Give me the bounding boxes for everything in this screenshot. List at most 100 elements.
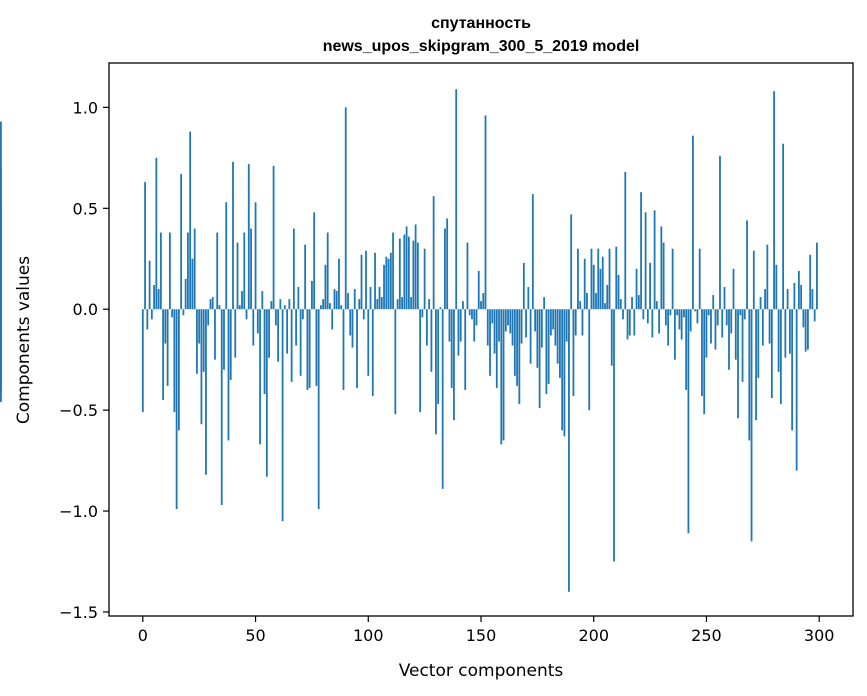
bar bbox=[286, 309, 289, 354]
bar bbox=[396, 299, 399, 310]
bar bbox=[655, 301, 658, 310]
bar bbox=[254, 202, 257, 310]
y-tick-label: −1.0 bbox=[59, 502, 98, 521]
bar bbox=[473, 309, 476, 342]
bar bbox=[347, 293, 349, 310]
bar bbox=[489, 309, 491, 376]
y-tick-label: −0.5 bbox=[59, 401, 98, 420]
bar bbox=[301, 309, 304, 320]
bar bbox=[689, 309, 692, 332]
bar bbox=[590, 248, 593, 310]
bar bbox=[800, 285, 803, 310]
bar bbox=[263, 309, 266, 394]
bar bbox=[651, 309, 654, 338]
bar bbox=[403, 234, 406, 310]
bar bbox=[644, 212, 647, 310]
y-tick-label: 0.0 bbox=[73, 300, 98, 319]
y-tick-label: 0.5 bbox=[73, 199, 98, 218]
bar bbox=[547, 309, 550, 384]
bar bbox=[349, 309, 352, 336]
bar bbox=[552, 309, 555, 330]
bar bbox=[795, 309, 798, 471]
bar bbox=[340, 305, 343, 310]
bar bbox=[622, 309, 624, 320]
bar bbox=[353, 289, 356, 310]
bar bbox=[444, 228, 446, 310]
bar bbox=[371, 309, 374, 397]
bar bbox=[414, 224, 417, 310]
x-tick-label: 0 bbox=[138, 626, 148, 645]
bar bbox=[245, 309, 248, 320]
bar bbox=[766, 244, 769, 310]
bar bbox=[196, 309, 198, 374]
bar bbox=[457, 309, 460, 356]
bar bbox=[378, 287, 381, 310]
bar bbox=[624, 171, 627, 310]
bar bbox=[730, 309, 733, 334]
bar bbox=[482, 293, 485, 310]
bar bbox=[694, 309, 697, 312]
bar-series bbox=[0, 89, 818, 592]
bar bbox=[243, 232, 246, 310]
bar bbox=[358, 299, 361, 310]
bar bbox=[703, 309, 706, 415]
bar bbox=[279, 299, 282, 310]
bar bbox=[588, 309, 591, 411]
bar bbox=[295, 309, 298, 346]
bar bbox=[297, 287, 300, 310]
bar bbox=[536, 309, 539, 368]
bar bbox=[419, 309, 422, 413]
bar bbox=[435, 309, 437, 435]
bar bbox=[685, 309, 688, 390]
bar bbox=[455, 89, 458, 310]
bar bbox=[193, 228, 196, 310]
bar bbox=[667, 309, 670, 346]
bar bbox=[439, 307, 442, 310]
bar bbox=[385, 256, 388, 310]
bar bbox=[272, 165, 275, 310]
bar bbox=[565, 309, 568, 342]
y-axis-ticks: −1.5 −1.0 −0.5 0.0 0.5 1.0 bbox=[59, 98, 109, 622]
bar bbox=[311, 280, 313, 310]
bar bbox=[581, 309, 584, 336]
bar bbox=[200, 309, 203, 425]
bar bbox=[640, 192, 642, 310]
bar bbox=[664, 309, 667, 326]
bar bbox=[518, 309, 521, 405]
bar bbox=[464, 309, 467, 390]
bar bbox=[811, 289, 814, 310]
bar bbox=[313, 212, 316, 310]
bar bbox=[173, 309, 176, 413]
bar bbox=[755, 309, 757, 421]
bar bbox=[250, 228, 252, 310]
bar bbox=[626, 309, 629, 340]
bar bbox=[520, 309, 523, 344]
bar bbox=[155, 157, 158, 310]
bar bbox=[595, 293, 597, 310]
bar bbox=[714, 309, 717, 350]
bar bbox=[563, 309, 566, 437]
bar bbox=[502, 309, 505, 441]
bar bbox=[534, 309, 537, 332]
bar bbox=[150, 309, 153, 320]
bar bbox=[761, 309, 764, 346]
bar bbox=[367, 309, 370, 376]
bar bbox=[797, 270, 800, 310]
bar bbox=[274, 309, 277, 326]
bar bbox=[606, 285, 609, 310]
bar bbox=[412, 240, 415, 310]
bar bbox=[383, 264, 385, 310]
bar bbox=[256, 309, 259, 334]
bar bbox=[153, 285, 155, 310]
bar bbox=[549, 309, 552, 336]
bar bbox=[680, 309, 683, 340]
bar bbox=[380, 297, 383, 310]
bar bbox=[687, 309, 690, 534]
bar bbox=[281, 309, 284, 522]
bar bbox=[421, 309, 424, 318]
bar bbox=[583, 258, 586, 310]
bar bbox=[698, 248, 701, 310]
bar bbox=[324, 264, 327, 310]
bar bbox=[779, 309, 782, 405]
bar bbox=[216, 232, 219, 310]
